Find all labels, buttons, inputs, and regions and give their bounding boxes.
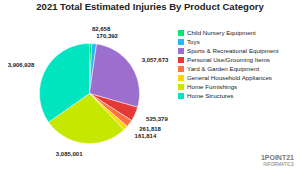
html-text:2021 Total Estimated Injuries: 2021 Total Estimated Injuries By Product… — [36, 1, 264, 12]
svg-text:3,085,001: 3,085,001 — [56, 151, 83, 157]
html-text:General Household Appliances: General Household Appliances — [187, 74, 272, 81]
svg-text:3,906,928: 3,906,928 — [8, 62, 35, 68]
html-text:Toys: Toys — [187, 38, 200, 45]
html-text:Child Nursery Equipment: Child Nursery Equipment — [187, 29, 256, 36]
svg-text:82,658: 82,658 — [92, 26, 111, 32]
html-text:Personal Use/Grooming Items: Personal Use/Grooming Items — [187, 56, 270, 63]
html-text:Home Furnishings: Home Furnishings — [187, 83, 238, 90]
html-text:Home Structures: Home Structures — [187, 92, 234, 99]
svg-text:261,818: 261,818 — [139, 126, 161, 132]
html-text:Sports & Recreational Equipmen: Sports & Recreational Equipment — [187, 47, 279, 54]
svg-text:3,057,673: 3,057,673 — [142, 57, 169, 63]
svg-text:170,392: 170,392 — [96, 33, 118, 39]
html-text:Yard & Garden Equipment: Yard & Garden Equipment — [187, 65, 260, 72]
svg-text:525,379: 525,379 — [146, 116, 168, 122]
html-text:INFORMATICS: INFORMATICS — [263, 162, 294, 167]
html-text:1POINT21: 1POINT21 — [260, 154, 294, 161]
svg-text:161,814: 161,814 — [135, 133, 157, 139]
